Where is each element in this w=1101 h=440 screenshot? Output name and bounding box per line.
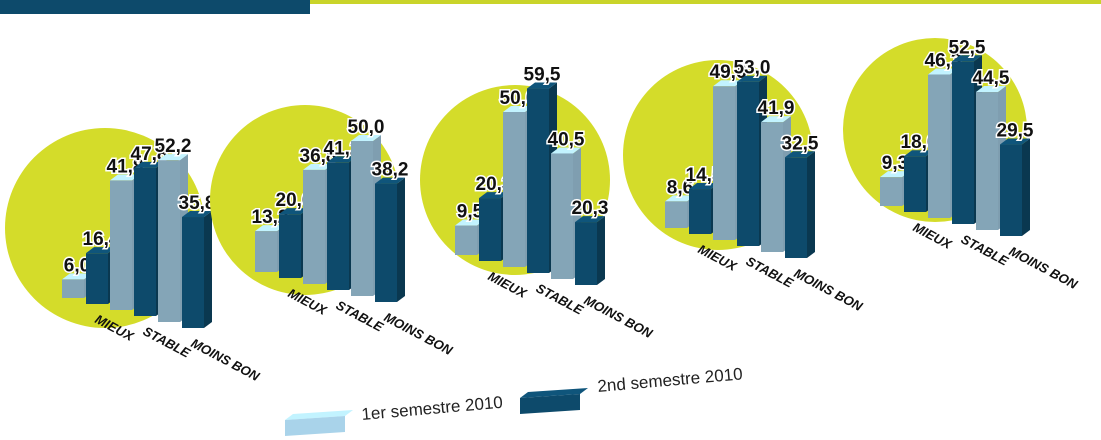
- bar-top: [351, 135, 381, 141]
- legend-label: 2nd semestre 2010: [597, 364, 744, 396]
- bar: [689, 189, 711, 234]
- header-line: [310, 0, 1101, 4]
- bar-top: [455, 219, 485, 226]
- value-label: 53,0: [734, 58, 771, 79]
- legend-label: 1er semestre 2010: [361, 393, 504, 424]
- bar: [785, 157, 807, 258]
- bar: [455, 225, 477, 255]
- category-label: MOINS BON: [792, 265, 866, 314]
- bar-top: [928, 68, 958, 75]
- bar: [479, 198, 501, 261]
- bar: [904, 156, 926, 212]
- value-label: 40,5: [548, 129, 585, 150]
- category-label: STABLE: [744, 253, 796, 290]
- bar-top: [86, 247, 116, 254]
- bar-top: [110, 174, 140, 181]
- bar: [279, 214, 301, 278]
- bar-top: [375, 177, 405, 184]
- bar-top: [182, 211, 212, 218]
- bar-top: [880, 171, 910, 178]
- bar-top: [952, 55, 982, 62]
- bar: [527, 88, 549, 273]
- bar-top: [327, 156, 357, 163]
- bar: [976, 92, 998, 230]
- category-label: MOINS BON: [189, 335, 263, 384]
- bar-side: [597, 216, 605, 285]
- value-label: 52,5: [949, 37, 986, 58]
- value-label: 59,5: [524, 65, 561, 86]
- category-label: MOINS BON: [1007, 243, 1081, 292]
- category-label: STABLE: [959, 231, 1011, 268]
- bar-top: [479, 192, 509, 199]
- bar: [86, 253, 108, 304]
- value-label: 44,5: [973, 68, 1010, 89]
- value-label: 52,2: [155, 136, 192, 157]
- value-label: 35,8: [179, 193, 216, 214]
- bar: [375, 183, 397, 302]
- bar-top: [551, 147, 581, 154]
- category-label: MOINS BON: [382, 309, 456, 358]
- bar: [255, 231, 277, 272]
- bar-side: [397, 177, 405, 302]
- bar: [737, 81, 759, 246]
- bar: [575, 222, 597, 285]
- bar: [952, 61, 974, 224]
- value-label: 41,9: [758, 98, 795, 119]
- category-label: STABLE: [534, 280, 586, 317]
- bar: [928, 74, 950, 218]
- bar: [880, 177, 902, 206]
- bar: [182, 217, 204, 328]
- legend-swatch-top: [520, 388, 588, 398]
- legend-swatch-top: [285, 410, 353, 420]
- bar-top: [303, 163, 333, 170]
- bar: [303, 169, 325, 284]
- bar: [110, 180, 132, 310]
- bar-top: [279, 208, 309, 215]
- value-label: 29,5: [997, 121, 1034, 142]
- legend-swatch: [520, 394, 580, 414]
- bar-top: [785, 151, 815, 158]
- value-label: 13,2: [252, 207, 289, 228]
- category-label: STABLE: [141, 323, 193, 360]
- bar-side: [807, 151, 815, 258]
- bar: [158, 160, 180, 322]
- bar-top: [665, 195, 695, 202]
- value-label: 50,0: [348, 117, 385, 138]
- bar-top: [713, 80, 743, 87]
- category-label: MOINS BON: [582, 292, 656, 341]
- bar-side: [1022, 138, 1030, 236]
- bar: [62, 279, 84, 298]
- bar-top: [575, 216, 605, 223]
- category-label: STABLE: [334, 297, 386, 334]
- bar-top: [527, 82, 557, 89]
- bar-side: [204, 211, 212, 328]
- category-label: MIEUX: [911, 219, 956, 252]
- bar-top: [737, 75, 767, 82]
- bar: [713, 86, 735, 241]
- bar-top: [255, 225, 285, 232]
- bar-top: [689, 183, 719, 190]
- bar: [503, 112, 525, 267]
- bar-top: [503, 106, 533, 112]
- bar-top: [976, 86, 1006, 93]
- bar-top: [761, 116, 791, 123]
- value-label: 20,3: [572, 198, 609, 219]
- bar: [1000, 144, 1022, 236]
- bar-top: [62, 273, 92, 280]
- header-tab-corner: [0, 0, 310, 14]
- bar: [665, 201, 687, 228]
- bar: [761, 122, 783, 252]
- legend-swatch: [285, 416, 345, 436]
- bar: [134, 167, 156, 316]
- value-label: 38,2: [372, 160, 409, 181]
- bar: [551, 153, 573, 279]
- bar: [351, 141, 373, 296]
- bar-top: [1000, 138, 1030, 145]
- bar: [327, 162, 349, 290]
- bar-top: [904, 150, 934, 157]
- value-label: 32,5: [782, 133, 819, 154]
- bar-top: [134, 161, 164, 168]
- bar-top: [158, 154, 188, 161]
